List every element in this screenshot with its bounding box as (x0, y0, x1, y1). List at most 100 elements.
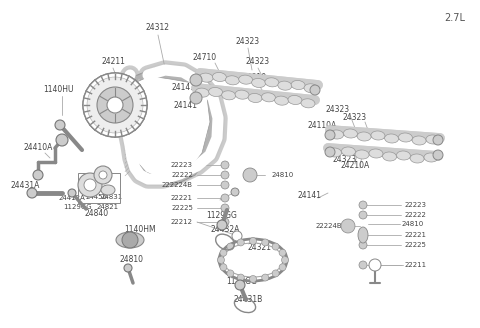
Circle shape (341, 219, 355, 233)
Ellipse shape (116, 232, 144, 248)
Ellipse shape (410, 154, 424, 163)
Circle shape (55, 120, 65, 130)
Circle shape (250, 276, 256, 282)
Text: 24810: 24810 (120, 256, 144, 264)
Text: 22222: 22222 (405, 212, 427, 218)
Circle shape (85, 75, 145, 135)
Ellipse shape (369, 149, 383, 158)
Circle shape (369, 259, 381, 271)
Text: 1129GG: 1129GG (206, 211, 238, 219)
Circle shape (33, 170, 43, 180)
Circle shape (272, 243, 279, 250)
Circle shape (220, 249, 227, 256)
Text: 24431A: 24431A (10, 180, 40, 190)
Text: 24432A: 24432A (210, 226, 240, 235)
Text: 24810: 24810 (402, 221, 424, 227)
Ellipse shape (344, 129, 358, 138)
Ellipse shape (278, 81, 292, 90)
Polygon shape (124, 76, 210, 179)
Text: 1129GG: 1129GG (64, 204, 92, 210)
Text: 24840: 24840 (85, 209, 109, 217)
Text: 22223: 22223 (171, 162, 193, 168)
Circle shape (433, 150, 443, 160)
Circle shape (359, 241, 367, 249)
Circle shape (221, 181, 229, 189)
Text: 24821: 24821 (97, 204, 119, 210)
Circle shape (83, 73, 147, 137)
Text: 24321: 24321 (248, 243, 272, 253)
Text: 24323: 24323 (343, 113, 367, 122)
Text: 24210A: 24210A (340, 160, 370, 170)
Text: 24141: 24141 (171, 84, 195, 92)
Ellipse shape (398, 133, 412, 142)
Ellipse shape (235, 90, 249, 99)
Ellipse shape (357, 132, 371, 141)
Ellipse shape (195, 88, 209, 97)
Text: 24211: 24211 (101, 57, 125, 67)
Circle shape (310, 85, 320, 95)
Text: 22225: 22225 (171, 205, 193, 211)
Circle shape (279, 249, 286, 256)
Circle shape (272, 270, 279, 277)
Circle shape (237, 274, 244, 281)
Text: 24141: 24141 (173, 100, 197, 110)
Text: 24431B: 24431B (233, 296, 263, 304)
Circle shape (359, 211, 367, 219)
Circle shape (221, 204, 229, 212)
Circle shape (227, 243, 234, 250)
Circle shape (27, 188, 37, 198)
Text: 1140HM: 1140HM (124, 226, 156, 235)
Circle shape (190, 74, 202, 86)
Ellipse shape (209, 88, 223, 96)
Circle shape (433, 135, 443, 145)
Circle shape (97, 87, 133, 123)
Circle shape (221, 171, 229, 179)
Circle shape (221, 194, 229, 202)
Circle shape (235, 280, 245, 290)
Circle shape (221, 218, 229, 226)
Circle shape (107, 97, 123, 113)
Text: 24412A: 24412A (59, 195, 85, 201)
Ellipse shape (265, 78, 279, 87)
Text: 22222: 22222 (171, 172, 193, 178)
Ellipse shape (327, 148, 342, 157)
Circle shape (250, 237, 256, 244)
Circle shape (84, 179, 96, 191)
Circle shape (87, 77, 143, 133)
Circle shape (237, 239, 244, 246)
Text: 22224B: 22224B (315, 223, 342, 229)
Text: 222224B: 222224B (162, 182, 193, 188)
Text: 22223: 22223 (405, 202, 427, 208)
Circle shape (221, 161, 229, 169)
Text: 2.7L: 2.7L (444, 13, 466, 23)
Text: 24323: 24323 (333, 155, 357, 165)
Circle shape (262, 274, 269, 281)
Text: 24141: 24141 (298, 191, 322, 199)
Circle shape (231, 188, 239, 196)
Circle shape (217, 220, 227, 230)
Circle shape (359, 231, 367, 239)
Circle shape (232, 231, 242, 241)
Ellipse shape (275, 96, 288, 105)
Text: 24312: 24312 (146, 24, 170, 32)
Ellipse shape (199, 73, 213, 82)
Circle shape (359, 261, 367, 269)
Ellipse shape (396, 151, 410, 160)
Circle shape (190, 92, 202, 104)
Text: 1123GG: 1123GG (227, 277, 257, 286)
Text: 22221: 22221 (405, 232, 427, 238)
Ellipse shape (291, 80, 305, 90)
Circle shape (262, 239, 269, 246)
Ellipse shape (383, 152, 396, 161)
Ellipse shape (412, 136, 426, 145)
Ellipse shape (222, 91, 236, 100)
Ellipse shape (330, 130, 344, 139)
Circle shape (99, 171, 107, 179)
Ellipse shape (304, 84, 318, 93)
Text: 24831: 24831 (101, 194, 123, 200)
Polygon shape (118, 68, 218, 185)
Ellipse shape (301, 99, 315, 108)
Text: 24323: 24323 (326, 106, 350, 114)
Text: 24110A: 24110A (307, 121, 336, 131)
Text: 24323: 24323 (246, 57, 270, 67)
